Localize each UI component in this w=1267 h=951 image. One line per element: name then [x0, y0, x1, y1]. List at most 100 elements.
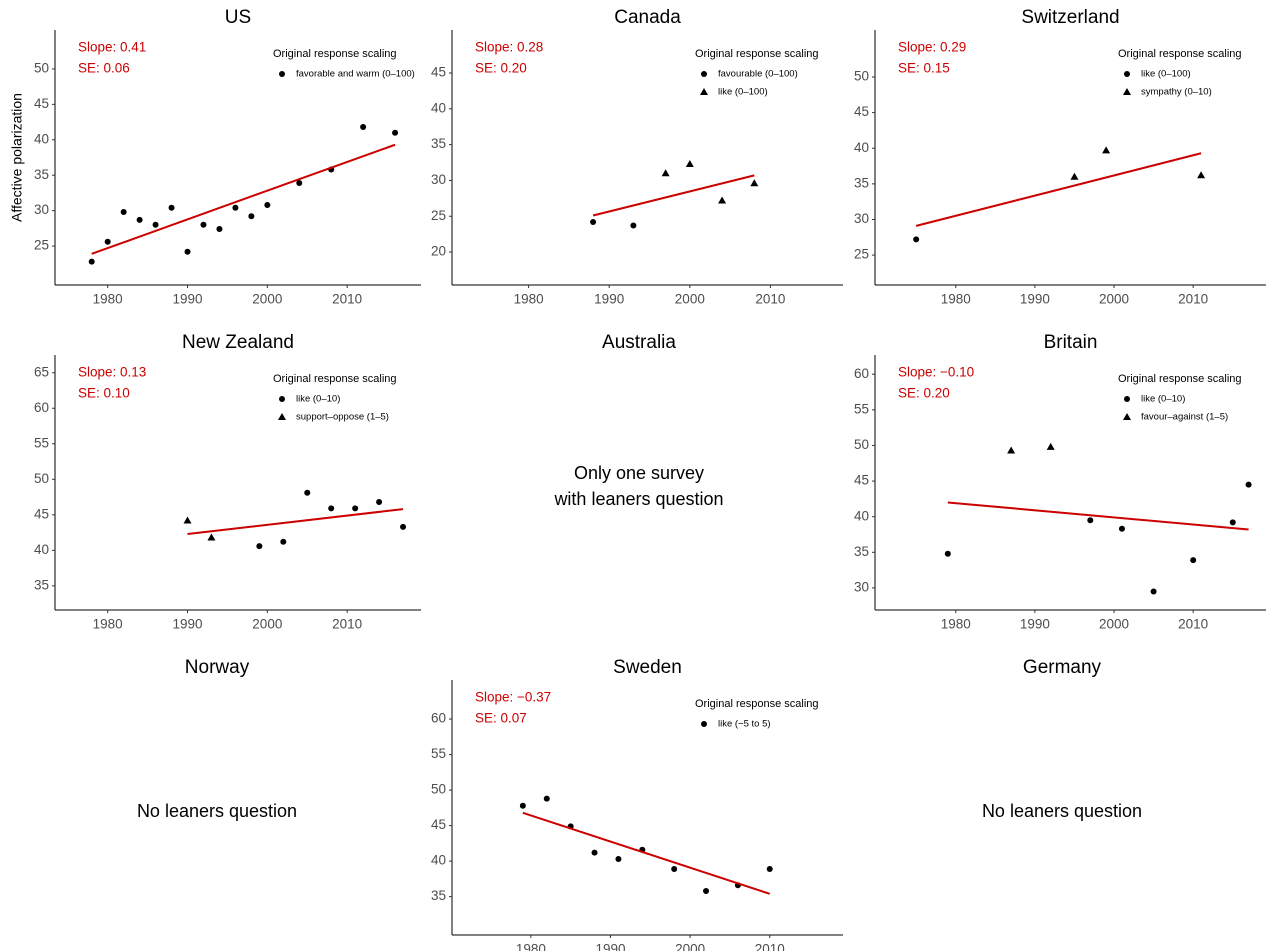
- y-tick-label: 60: [34, 400, 49, 415]
- x-tick-label: 1990: [172, 292, 202, 307]
- legend-entry: like (0–10): [1141, 394, 1185, 405]
- legend-title: Original response scaling: [273, 373, 397, 385]
- panel-title: US: [225, 7, 251, 28]
- circle-point: [376, 499, 383, 506]
- panel-title: Switzerland: [1021, 7, 1119, 28]
- circle-point: [120, 209, 127, 216]
- triangle-point: [1197, 171, 1206, 179]
- fit-annotation: SE: 0.15: [898, 61, 950, 76]
- fit-annotation: SE: 0.06: [78, 61, 130, 76]
- y-tick-label: 30: [854, 579, 869, 594]
- y-tick-label: 55: [854, 401, 869, 416]
- fit-annotation: Slope: 0.29: [898, 40, 966, 55]
- x-tick-label: 2000: [252, 617, 282, 632]
- circle-point: [88, 258, 95, 265]
- x-tick-label: 1990: [1020, 617, 1050, 632]
- legend-entry: like (−5 to 5): [718, 719, 771, 730]
- y-tick-label: 50: [854, 69, 869, 84]
- circle-point: [591, 849, 598, 856]
- fit-annotation: SE: 0.20: [898, 386, 950, 401]
- x-tick-label: 2000: [252, 292, 282, 307]
- legend-entry: like (0–100): [1141, 69, 1191, 80]
- panel-title: Canada: [614, 7, 681, 28]
- panel-message: Only one survey: [574, 463, 704, 483]
- triangle-point: [1070, 172, 1079, 180]
- y-axis-label: Affective polarization: [9, 93, 25, 222]
- fit-annotation: SE: 0.20: [475, 61, 527, 76]
- legend-title: Original response scaling: [1118, 373, 1242, 385]
- circle-point: [328, 505, 335, 512]
- panel-message: with leaners question: [553, 489, 723, 509]
- x-tick-label: 1980: [93, 292, 123, 307]
- trend-line: [522, 811, 771, 895]
- x-tick-label: 1980: [514, 292, 544, 307]
- fit-annotation: Slope: −0.37: [475, 690, 551, 705]
- trend-line: [187, 508, 404, 535]
- legend-key: [1124, 396, 1130, 402]
- trend-line: [592, 174, 755, 217]
- legend-key: [701, 71, 707, 77]
- circle-point: [1229, 519, 1236, 526]
- circle-point: [392, 129, 399, 136]
- x-tick-label: 1990: [595, 942, 625, 951]
- y-tick-label: 25: [34, 238, 49, 253]
- x-tick-label: 2000: [675, 942, 705, 951]
- y-tick-label: 55: [431, 746, 446, 761]
- x-tick-label: 2010: [1178, 617, 1208, 632]
- circle-point: [152, 221, 159, 228]
- circle-point: [304, 489, 311, 496]
- circle-point: [216, 226, 223, 233]
- x-tick-label: 1980: [516, 942, 546, 951]
- panel-message: No leaners question: [137, 801, 297, 821]
- y-tick-label: 45: [431, 65, 446, 80]
- triangle-point: [1007, 446, 1016, 454]
- circle-point: [264, 201, 271, 208]
- triangle-point: [718, 196, 727, 204]
- fit-annotation: Slope: 0.13: [78, 365, 146, 380]
- panel-title: Germany: [1023, 657, 1102, 678]
- y-tick-label: 50: [854, 437, 869, 452]
- circle-point: [630, 222, 637, 229]
- fit-annotation: Slope: 0.28: [475, 40, 543, 55]
- y-tick-label: 30: [854, 211, 869, 226]
- y-tick-label: 35: [854, 544, 869, 559]
- y-tick-label: 45: [854, 473, 869, 488]
- x-tick-label: 2010: [755, 942, 785, 951]
- panel-message: No leaners question: [982, 801, 1142, 821]
- legend-title: Original response scaling: [1118, 48, 1242, 60]
- y-tick-label: 40: [854, 140, 869, 155]
- trend-line: [91, 143, 396, 255]
- legend-key: [279, 396, 285, 402]
- circle-point: [703, 887, 710, 894]
- panel-title: Australia: [602, 332, 676, 353]
- y-tick-label: 30: [34, 202, 49, 217]
- fit-annotation: SE: 0.10: [78, 386, 130, 401]
- y-tick-label: 25: [854, 247, 869, 262]
- y-tick-label: 35: [34, 577, 49, 592]
- circle-point: [232, 204, 239, 211]
- y-tick-label: 40: [854, 508, 869, 523]
- legend-title: Original response scaling: [273, 48, 397, 60]
- circle-point: [1190, 557, 1197, 564]
- y-tick-label: 45: [431, 817, 446, 832]
- circle-point: [136, 216, 143, 223]
- y-tick-label: 55: [34, 435, 49, 450]
- x-tick-label: 2000: [1099, 292, 1129, 307]
- triangle-point: [1046, 442, 1055, 450]
- y-tick-label: 40: [431, 100, 446, 115]
- fit-annotation: Slope: 0.41: [78, 40, 146, 55]
- x-tick-label: 2010: [332, 617, 362, 632]
- circle-point: [104, 238, 111, 245]
- circle-point: [168, 204, 175, 211]
- y-tick-label: 30: [431, 172, 446, 187]
- circle-point: [184, 248, 191, 255]
- panel-title: Britain: [1044, 332, 1098, 353]
- panel-title: New Zealand: [182, 332, 294, 353]
- circle-point: [352, 505, 359, 512]
- y-tick-label: 60: [854, 366, 869, 381]
- y-tick-label: 45: [34, 96, 49, 111]
- y-tick-label: 20: [431, 244, 446, 259]
- y-tick-label: 60: [431, 711, 446, 726]
- x-tick-label: 2010: [332, 292, 362, 307]
